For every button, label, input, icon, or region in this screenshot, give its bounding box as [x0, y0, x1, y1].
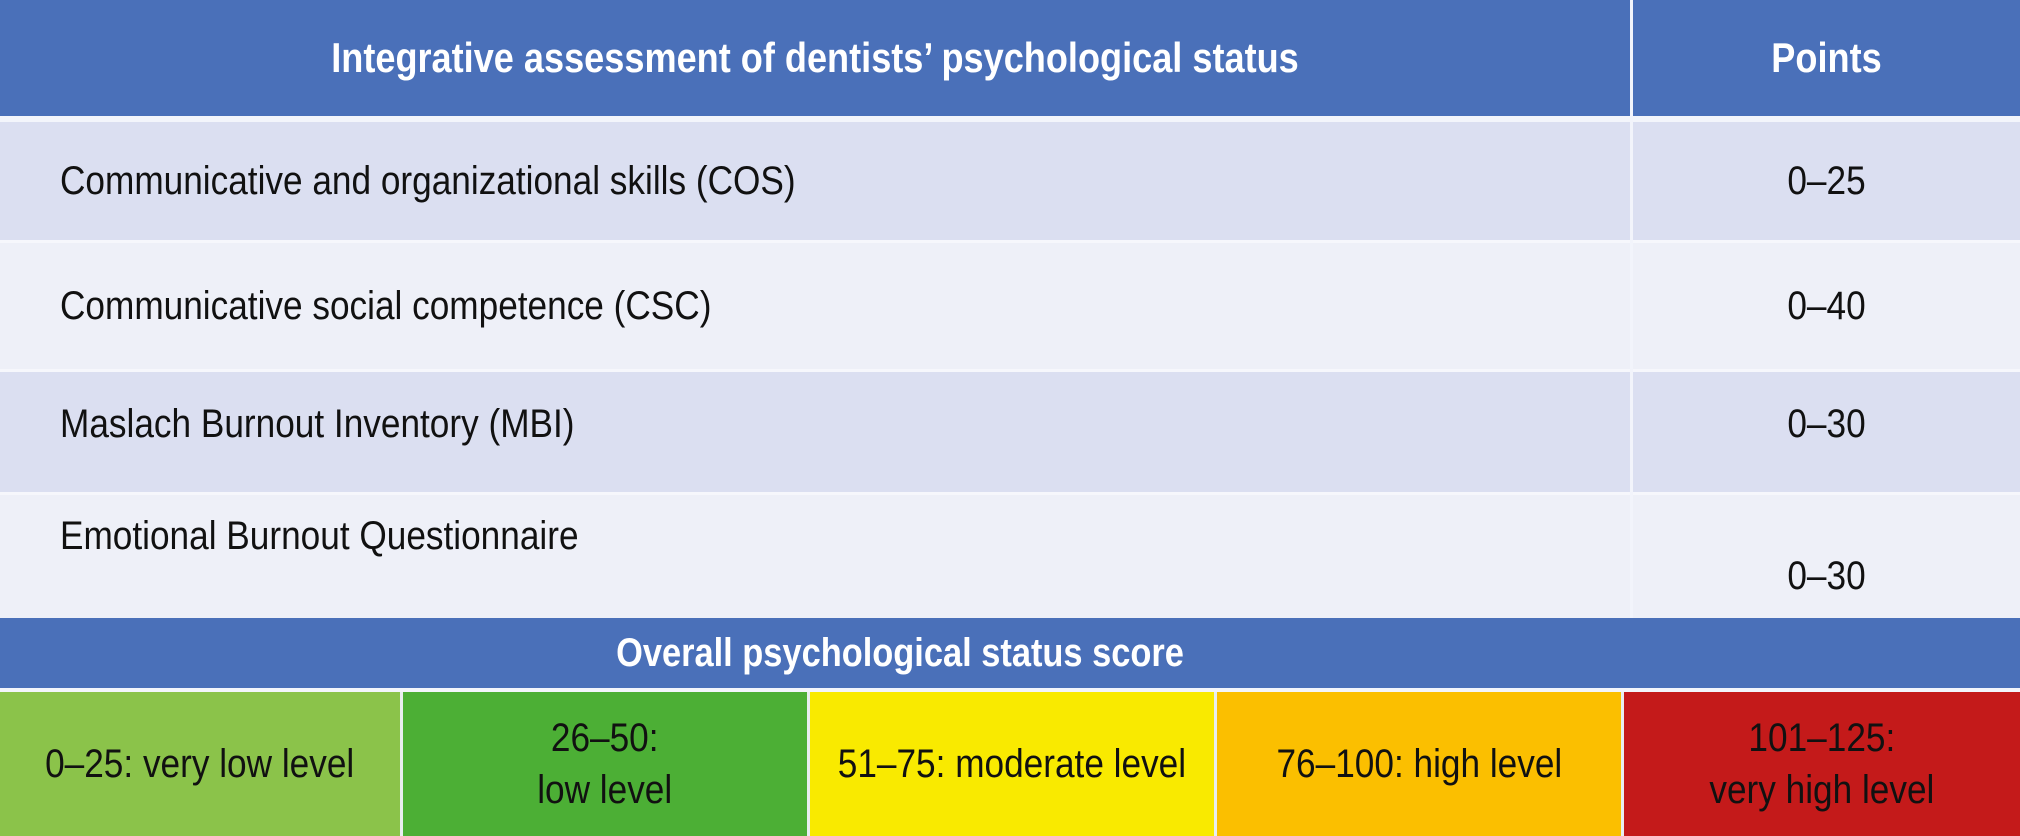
level-line: 51–75: moderate level: [837, 742, 1187, 786]
table-row-csc: Communicative social competence (CSC) 0–…: [0, 243, 2020, 369]
overall-gap: [0, 688, 2020, 692]
points-column-header: Points: [1771, 34, 1882, 81]
row-divider: [0, 492, 2020, 495]
overall-score-bar: Overall psychological status score: [0, 618, 2020, 688]
level-line: very high level: [1709, 768, 1935, 812]
row-divider: [0, 240, 2020, 243]
level-line: 0–25: very low level: [45, 742, 355, 786]
level-line: low level: [537, 768, 673, 812]
level-line: 26–50:: [551, 716, 659, 760]
level-low: 26–50: low level: [403, 692, 807, 836]
level-divider: [1621, 692, 1624, 836]
level-high: 76–100: high level: [1217, 692, 1621, 836]
row-label: Communicative social competence (CSC): [60, 283, 712, 328]
row-label: Emotional Burnout Questionnaire: [60, 514, 579, 559]
table-header: Integrative assessment of dentists’ psyc…: [0, 0, 2020, 116]
level-very-low: 0–25: very low level: [0, 692, 400, 836]
level-line: 76–100: high level: [1276, 742, 1562, 786]
header-gap: [0, 116, 2020, 122]
table-row-cos: Communicative and organizational skills …: [0, 122, 2020, 240]
row-label: Communicative and organizational skills …: [60, 158, 796, 203]
row-points: 0–30: [1787, 402, 1866, 447]
row-points: 0–30: [1787, 554, 1866, 598]
column-divider: [1630, 0, 1633, 618]
row-divider: [0, 369, 2020, 372]
level-very-high: 101–125: very high level: [1624, 692, 2020, 836]
level-moderate: 51–75: moderate level: [810, 692, 1214, 836]
row-points: 0–40: [1787, 283, 1866, 328]
overall-score-label: Overall psychological status score: [616, 630, 1184, 675]
table-row-ebq: Emotional Burnout Questionnaire 0–30: [0, 495, 2020, 618]
table-title: Integrative assessment of dentists’ psyc…: [331, 34, 1299, 81]
level-divider: [400, 692, 403, 836]
row-label: Maslach Burnout Inventory (MBI): [60, 402, 575, 447]
level-divider: [1214, 692, 1217, 836]
row-points: 0–25: [1787, 158, 1866, 203]
table-row-mbi: Maslach Burnout Inventory (MBI) 0–30: [0, 372, 2020, 492]
level-divider: [807, 692, 810, 836]
level-line: 101–125:: [1748, 716, 1896, 760]
